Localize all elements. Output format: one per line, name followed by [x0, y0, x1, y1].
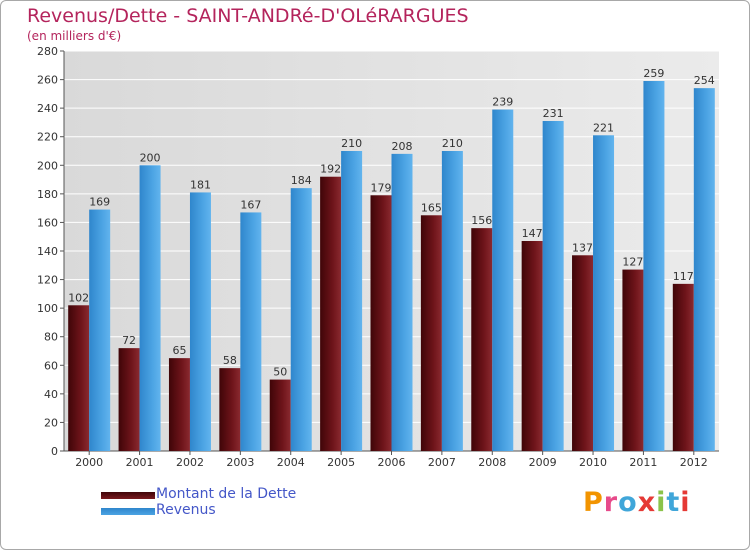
data-label-dette: 192: [320, 163, 341, 176]
y-tick-label: 80: [44, 331, 58, 344]
x-tick-label: 2006: [378, 456, 406, 469]
data-label-dette: 102: [68, 291, 89, 304]
bar-revenus: [341, 151, 363, 451]
data-label-dette: 127: [622, 256, 643, 269]
y-tick-label: 180: [37, 188, 58, 201]
x-tick-label: 2000: [75, 456, 103, 469]
y-tick-label: 280: [37, 45, 58, 58]
data-label-revenus: 167: [240, 198, 261, 211]
bar-revenus: [240, 212, 262, 451]
bar-dette: [622, 269, 644, 451]
data-label-revenus: 200: [140, 151, 161, 164]
logo-letter: i: [680, 487, 691, 518]
data-label-revenus: 231: [543, 107, 564, 120]
y-tick-label: 260: [37, 74, 58, 87]
bar-revenus: [593, 135, 615, 452]
y-tick-label: 160: [37, 216, 58, 229]
logo-letter: o: [618, 487, 638, 518]
bar-dette: [471, 228, 493, 451]
y-tick-label: 140: [37, 245, 58, 258]
bar-dette: [168, 358, 190, 451]
bar-dette: [521, 241, 543, 451]
data-label-revenus: 169: [89, 196, 110, 209]
bar-dette: [68, 305, 90, 451]
bar-revenus: [139, 165, 161, 452]
bar-dette: [420, 215, 442, 451]
y-tick-label: 60: [44, 359, 58, 372]
data-label-dette: 179: [371, 181, 392, 194]
y-tick-label: 0: [51, 445, 58, 458]
data-label-revenus: 239: [492, 96, 513, 109]
bar-dette: [672, 283, 694, 451]
x-tick-label: 2008: [478, 456, 506, 469]
legend-label-revenus: Revenus: [156, 502, 216, 518]
data-label-dette: 65: [172, 344, 186, 357]
logo-letter: t: [666, 487, 681, 518]
x-tick-label: 2003: [226, 456, 254, 469]
data-label-dette: 72: [122, 334, 136, 347]
bar-dette: [320, 176, 342, 451]
data-label-revenus: 184: [291, 174, 312, 187]
bar-dette: [572, 255, 594, 451]
bar-revenus: [441, 151, 463, 451]
proxiti-logo: Proxiti: [583, 487, 691, 518]
x-tick-label: 2001: [126, 456, 154, 469]
bar-revenus: [643, 81, 665, 451]
bar-revenus: [391, 153, 413, 451]
logo-letter: x: [637, 487, 657, 518]
legend-swatch-dette: [101, 492, 155, 499]
legend-swatch-revenus: [101, 508, 155, 515]
data-label-revenus: 221: [593, 121, 614, 134]
data-label-revenus: 181: [190, 178, 211, 191]
data-label-revenus: 210: [341, 137, 362, 150]
x-tick-label: 2005: [327, 456, 355, 469]
bar-revenus: [693, 88, 715, 452]
data-label-dette: 147: [522, 227, 543, 240]
data-label-dette: 58: [223, 354, 237, 367]
x-tick-label: 2007: [428, 456, 456, 469]
y-tick-label: 240: [37, 102, 58, 115]
bar-dette: [118, 348, 140, 451]
x-tick-label: 2010: [579, 456, 607, 469]
x-tick-label: 2002: [176, 456, 204, 469]
x-tick-label: 2012: [680, 456, 708, 469]
data-labels: 1021697220065181581675018419221017920816…: [68, 67, 715, 379]
chart-title: Revenus/Dette - SAINT-ANDRé-D'OLéRARGUES: [27, 5, 469, 27]
data-label-dette: 165: [421, 201, 442, 214]
x-tick-label: 2004: [277, 456, 305, 469]
logo-letter: P: [583, 487, 604, 518]
chart-subtitle: (en milliers d'€): [27, 29, 122, 43]
legend-label-dette: Montant de la Dette: [156, 486, 297, 502]
y-tick-label: 100: [37, 302, 58, 315]
bar-dette: [219, 368, 241, 451]
bar-revenus: [290, 188, 312, 451]
x-tick-label: 2009: [529, 456, 557, 469]
data-label-revenus: 210: [442, 137, 463, 150]
bar-revenus: [492, 109, 514, 452]
logo-letter: r: [603, 487, 619, 518]
bar-revenus: [542, 121, 564, 451]
x-tick-label: 2011: [629, 456, 657, 469]
bar-dette: [370, 195, 392, 451]
bars: [68, 81, 715, 452]
data-label-dette: 117: [673, 270, 694, 283]
data-label-dette: 50: [273, 366, 287, 379]
data-label-revenus: 208: [392, 140, 413, 153]
bar-dette: [269, 379, 291, 451]
bar-revenus: [189, 192, 211, 451]
logo-letter: i: [656, 487, 667, 518]
bar-revenus: [89, 209, 111, 451]
data-label-dette: 137: [572, 241, 593, 254]
y-tick-label: 120: [37, 274, 58, 287]
data-label-revenus: 259: [643, 67, 664, 80]
y-tick-label: 220: [37, 131, 58, 144]
data-label-revenus: 254: [694, 74, 715, 87]
y-tick-label: 200: [37, 159, 58, 172]
y-tick-label: 40: [44, 388, 58, 401]
y-tick-label: 20: [44, 416, 58, 429]
data-label-dette: 156: [471, 214, 492, 227]
